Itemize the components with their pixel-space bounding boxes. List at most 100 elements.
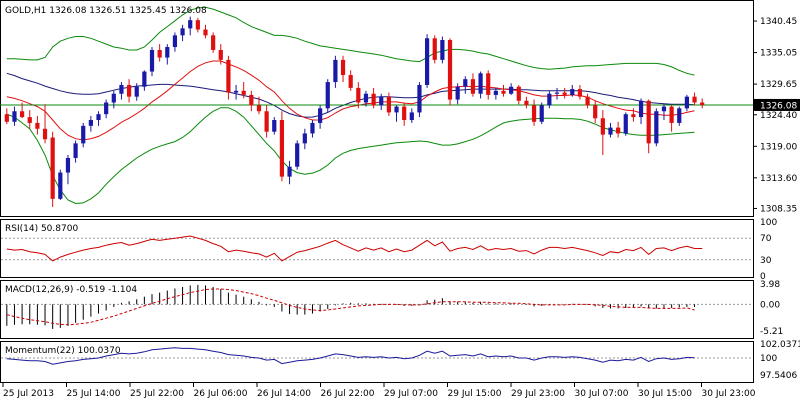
candle-body [88,120,93,126]
candle-body [188,20,193,29]
macd-panel [0,280,754,339]
candle-body [310,122,315,134]
candle-body [547,93,552,106]
bollinger-upper-line [6,6,695,76]
price-series [0,6,753,207]
candle-body [149,49,155,72]
momentum-series [1,347,753,365]
candle-body [638,100,644,118]
candle-body [356,87,361,103]
candle-body [593,105,598,119]
candle-body [279,120,285,177]
time-tick-label: 29 Jul 23:00 [511,389,565,399]
time-tick-label: 26 Jul 06:00 [194,389,248,399]
candle-body [677,108,682,123]
candle-body [226,59,231,93]
candle-body [493,90,498,95]
time-tick-label: 30 Jul 15:00 [638,389,692,399]
candle-body [524,100,529,106]
momentum-label: Momentum(22) 100.0370 [5,346,121,356]
rsi-tick-label: 100 [760,218,777,228]
time-tick-label: 29 Jul 15:00 [448,389,502,399]
candle-body [463,79,468,87]
candle-body [233,90,239,93]
macd-tick-label: -5.21 [760,327,783,337]
candle-body [35,122,40,129]
price-tick-label: 1324.40 [760,111,797,121]
candle-body [577,89,583,97]
candle-body [157,49,162,58]
candle-body [295,143,300,167]
candle-body [172,35,178,48]
candle-body [654,111,659,144]
rsi-line [6,235,703,262]
candle-body [195,20,200,30]
price-panel [0,0,754,217]
current-price-label: 1326.08 [760,101,797,111]
candle-body [539,105,544,122]
price-tick-label: 1329.65 [760,80,797,90]
candle-body [440,40,445,60]
candle-body [554,92,560,94]
candle-body [646,100,651,144]
candle-body [165,47,170,58]
rsi-series [1,235,753,262]
momentum-panel [0,341,754,383]
current-price-box [754,98,800,111]
candle-body [424,38,430,85]
price-tick-label: 1308.35 [760,204,797,214]
candle-body [417,84,422,113]
price-title: GOLD,H1 1326.08 1326.51 1325.45 1326.08 [5,6,207,16]
candle-body [394,106,399,113]
candle-body [264,111,269,132]
candle-body [4,114,9,122]
candle-body [96,114,101,121]
candle-body [111,93,116,103]
candle-body [402,106,407,121]
candle-body [27,117,32,123]
candle-body [180,28,185,36]
candle-body [501,90,506,94]
candle-body [478,73,483,94]
candle-body [318,108,323,123]
candle-body [126,84,132,97]
candle-body [211,35,216,50]
candle-body [692,96,697,103]
candle-body [73,143,78,158]
candle-body [661,106,667,112]
momentum-tick-label: 97.5406 [760,371,797,381]
candle-body [20,111,25,118]
price-tick-label: 1335.05 [760,49,797,59]
time-tick-label: 30 Jul 07:00 [575,389,629,399]
candle-body [371,93,376,106]
rsi-label: RSI(14) 50.8700 [5,224,78,234]
rsi-panel [0,219,754,278]
rsi-tick-label: 70 [760,234,772,244]
momentum-tick-label: 102.0371 [760,340,800,350]
price-tick-label: 1340.45 [760,17,797,27]
macd-signal-line [6,288,695,326]
time-tick-label: 26 Jul 22:00 [321,389,375,399]
time-tick-label: 30 Jul 23:00 [702,389,756,399]
candle-body [134,86,139,97]
candle-body [562,92,567,95]
candle-body [470,79,476,94]
candle-body [616,127,621,134]
rsi-tick-label: 0 [760,272,766,282]
candle-body [218,49,223,60]
candle-body [81,125,86,144]
candle-body [65,157,71,173]
macd-series [1,284,753,329]
time-tick-label: 25 Jul 22:00 [130,389,184,399]
candle-body [631,114,636,118]
candle-body [608,127,613,135]
macd-tick-label: 0.00 [760,300,780,310]
candle-body [455,86,460,100]
candle-body [570,89,575,95]
candle-body [486,73,491,95]
candle-body [272,120,277,132]
axes: 1340.45 1335.05 1329.65 1324.40 1319.00 1313.… [2,17,800,399]
time-tick-label: 26 Jul 14:00 [257,389,311,399]
candle-body [340,59,346,76]
